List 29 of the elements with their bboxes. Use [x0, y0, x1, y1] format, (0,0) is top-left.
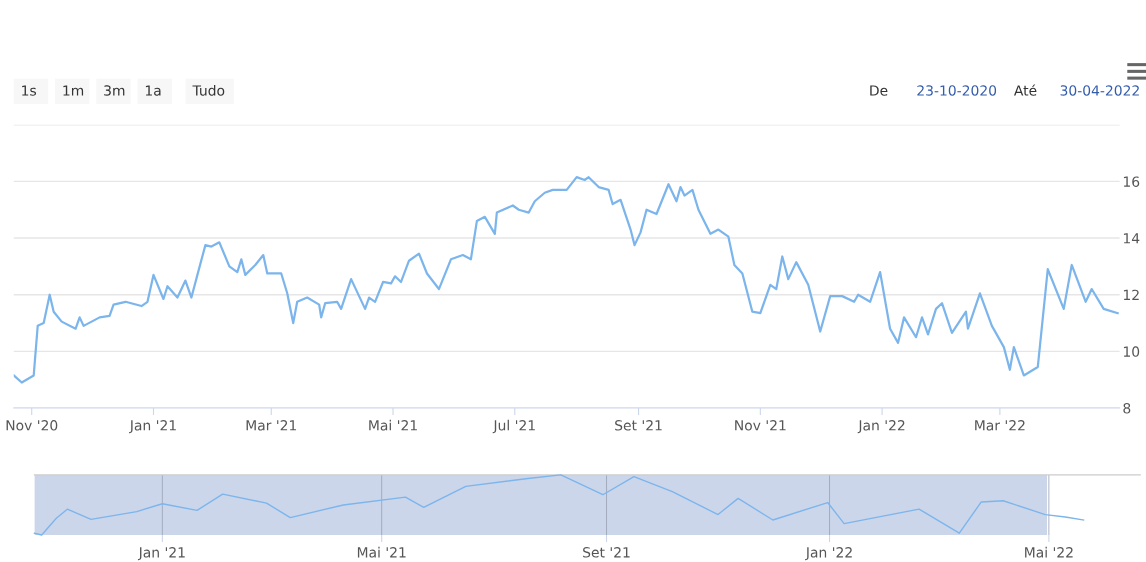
y-tick-label: 16: [1123, 176, 1140, 187]
x-tick-label: Mai '21: [369, 419, 417, 431]
text: 1m: [63, 85, 84, 96]
x-tick-label: Mai '22: [1025, 546, 1073, 558]
text: 30-04-2022: [1060, 85, 1139, 96]
line-series: [13, 176, 1119, 384]
x-tick-label: Mar '22: [975, 420, 1025, 431]
text: 1a: [145, 85, 161, 96]
y-tick-label: 12: [1123, 289, 1139, 300]
y-tick-label: 8: [1123, 402, 1131, 414]
text: Tudo: [192, 84, 225, 96]
text: De: [870, 85, 888, 96]
x-tick-label: Mar '21: [246, 420, 297, 431]
x-tick-label: Nov '21: [735, 420, 786, 431]
text: 3m: [104, 85, 125, 96]
y-tick-label: 14: [1123, 233, 1140, 244]
text: 23-10-2020: [917, 85, 997, 96]
x-tick-label: Set '21: [615, 420, 662, 431]
text: Até: [1013, 84, 1037, 96]
x-tick-label: Jan '21: [129, 420, 176, 434]
x-tick-label: Jan '21: [137, 547, 185, 561]
text: 1s: [22, 85, 37, 96]
x-tick-label: Nov '20: [6, 420, 58, 431]
x-tick-label: Set '21: [583, 547, 630, 558]
y-tick-label: 10: [1123, 346, 1140, 357]
x-tick-label: Mai '21: [357, 546, 406, 558]
x-tick-label: Jan '22: [805, 547, 852, 561]
x-tick-label: Jan '22: [857, 420, 905, 434]
x-tick-label: Jul '21: [492, 419, 535, 434]
